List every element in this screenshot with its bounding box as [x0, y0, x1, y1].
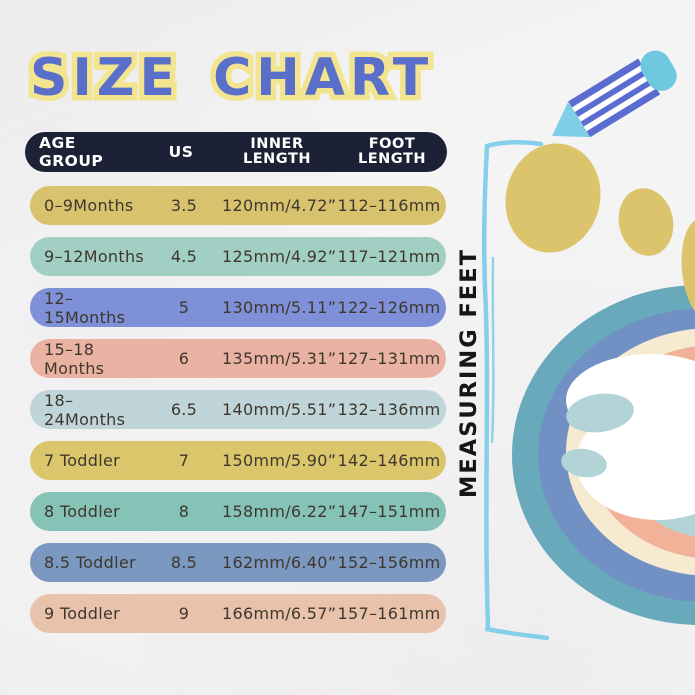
table-row: 18–24Months 6.5 140mm/5.51” 132–136mm — [30, 390, 446, 429]
inner-length-cell: 158mm/6.22” — [222, 502, 337, 521]
table-header-row: AGE GROUP US INNER LENGTH FOOT LENGTH — [25, 132, 447, 172]
foot-length-cell: 157–161mm — [337, 604, 441, 623]
us-size-cell: 8 — [178, 502, 190, 521]
table-row: 12–15Months 5 130mm/5.11” 122–126mm — [30, 288, 446, 327]
footprint-illustration — [505, 143, 695, 625]
toe-big — [505, 143, 601, 253]
foot-length-cell: 147–151mm — [337, 502, 441, 521]
table-row: 8 Toddler 8 158mm/6.22” 147–151mm — [30, 492, 446, 531]
age-group-cell: 15–18 Months — [44, 339, 105, 378]
foot-length-cell: 117–121mm — [337, 247, 441, 266]
foot-length-cell: 112–116mm — [337, 196, 441, 215]
table-row: 8.5 Toddler 8.5 162mm/6.40” 152–156mm — [30, 543, 446, 582]
foot-length-cell: 152–156mm — [337, 553, 441, 572]
age-group-cell: 7 Toddler — [44, 451, 120, 470]
inner-length-cell: 125mm/4.92” — [222, 247, 337, 266]
inner-length-cell: 166mm/6.57” — [222, 604, 337, 623]
foot-length-cell: 132–136mm — [337, 400, 441, 419]
us-size-cell: 6 — [178, 349, 190, 368]
measuring-bracket-inner-line — [490, 256, 495, 444]
inner-length-cell: 135mm/5.31” — [222, 349, 337, 368]
inner-length-cell: 162mm/6.40” — [222, 553, 337, 572]
age-group-cell: 8.5 Toddler — [44, 553, 136, 572]
foot-length-cell: 122–126mm — [337, 298, 441, 317]
age-group-cell: 12–15Months — [44, 288, 126, 327]
header-age-group: AGE GROUP — [39, 134, 104, 170]
page-title-text: SIZE CHART — [30, 48, 434, 108]
age-group-cell: 18–24Months — [44, 390, 126, 429]
page-title-outline: SIZE CHART — [24, 44, 434, 112]
toe-edge — [681, 218, 695, 322]
age-group-cell: 9 Toddler — [44, 604, 120, 623]
inner-length-cell: 150mm/5.90” — [222, 451, 337, 470]
age-group-cell: 0–9Months — [44, 196, 134, 215]
us-size-cell: 4.5 — [170, 247, 198, 266]
toe-middle — [618, 188, 674, 256]
age-group-cell: 8 Toddler — [44, 502, 120, 521]
us-size-cell: 7 — [178, 451, 190, 470]
us-size-cell: 9 — [178, 604, 190, 623]
header-foot-length: FOOT LENGTH — [358, 135, 426, 167]
page-title: SIZE CHART SIZE CHART — [24, 44, 434, 112]
foot-length-cell: 142–146mm — [337, 451, 441, 470]
size-table: 0–9Months 3.5 120mm/4.72” 112–116mm 9–12… — [30, 186, 446, 633]
table-row: 9 Toddler 9 166mm/6.57” 157–161mm — [30, 594, 446, 633]
us-size-cell: 3.5 — [170, 196, 198, 215]
header-us: US — [168, 142, 194, 161]
us-size-cell: 5 — [178, 298, 190, 317]
table-row: 0–9Months 3.5 120mm/4.72” 112–116mm — [30, 186, 446, 225]
pencil-icon — [552, 50, 677, 138]
table-row: 7 Toddler 7 150mm/5.90” 142–146mm — [30, 441, 446, 480]
inner-length-cell: 140mm/5.51” — [222, 400, 337, 419]
inner-length-cell: 130mm/5.11” — [222, 298, 337, 317]
table-row: 15–18 Months 6 135mm/5.31” 127–131mm — [30, 339, 446, 378]
header-inner-length: INNER LENGTH — [243, 135, 311, 167]
table-row: 9–12Months 4.5 125mm/4.92” 117–121mm — [30, 237, 446, 276]
foot-length-cell: 127–131mm — [337, 349, 441, 368]
measuring-bracket — [481, 140, 550, 641]
inner-length-cell: 120mm/4.72” — [222, 196, 337, 215]
age-group-cell: 9–12Months — [44, 247, 145, 266]
measuring-feet-label: MEASURING FEET — [456, 248, 482, 498]
us-size-cell: 6.5 — [170, 400, 198, 419]
us-size-cell: 8.5 — [170, 553, 198, 572]
